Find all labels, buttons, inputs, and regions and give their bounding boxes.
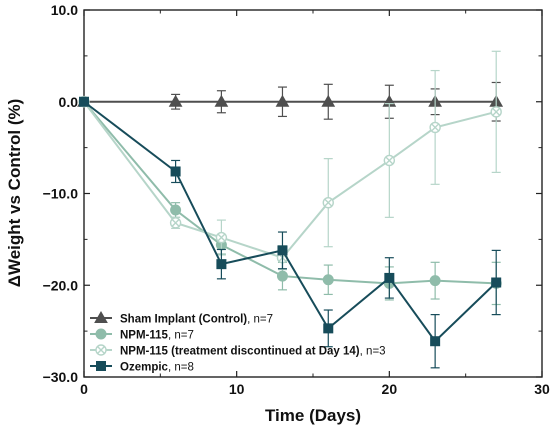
y-tick-label: −10.0 — [43, 186, 79, 202]
data-point — [168, 94, 183, 107]
series-2 — [78, 50, 502, 271]
series-line — [83, 101, 497, 259]
data-point — [170, 166, 181, 177]
x-tick-label: 30 — [534, 381, 550, 397]
series-0 — [77, 81, 504, 122]
marker-cross — [324, 198, 333, 207]
data-point — [490, 106, 502, 118]
data-point — [169, 217, 182, 229]
y-tick-label: −30.0 — [43, 369, 79, 385]
y-tick-label: −20.0 — [43, 277, 79, 293]
data-point — [215, 231, 228, 244]
legend-n-label: , n=7 — [168, 330, 194, 342]
data-point — [323, 323, 334, 334]
data-point — [322, 196, 334, 209]
legend-text: NPM-115 (treatment discontinued at Day 1… — [120, 346, 386, 358]
marker-cross — [385, 156, 394, 165]
series-line — [83, 101, 497, 285]
data-point — [277, 245, 288, 256]
data-point — [216, 259, 227, 270]
legend-n-label: , n=8 — [168, 362, 194, 374]
axis-ticks: 0 10 20 30 10.0 0.0 −10.0 −20.0 −30.0 — [43, 2, 550, 397]
data-point — [429, 121, 441, 134]
legend-item: NPM-115, n=7 — [90, 328, 194, 342]
legend-series-name: NPM-115 (treatment discontinued at Day 1… — [120, 346, 360, 358]
marker-cross — [431, 123, 440, 132]
series-layer — [77, 50, 504, 369]
legend-series-name: Sham Implant (Control) — [120, 314, 247, 326]
legend-marker — [95, 344, 107, 356]
y-axis-label: ΔWeight vs Control (%) — [5, 99, 24, 288]
data-point — [275, 94, 290, 107]
data-point — [276, 270, 288, 282]
x-tick-label: 0 — [80, 381, 88, 397]
legend-text: Sham Implant (Control), n=7 — [120, 314, 273, 326]
data-point — [322, 274, 334, 286]
data-point — [491, 277, 502, 288]
series-3 — [79, 96, 502, 369]
legend-item: Sham Implant (Control), n=7 — [90, 310, 273, 326]
legend-marker — [96, 361, 106, 371]
data-point — [214, 94, 229, 107]
data-point — [170, 204, 182, 216]
data-point — [430, 336, 441, 347]
marker-cross — [217, 233, 226, 242]
legend-n-label: , n=7 — [247, 314, 273, 326]
legend-marker — [95, 328, 107, 340]
data-point — [384, 272, 395, 283]
legend-item: Ozempic, n=8 — [90, 361, 194, 374]
y-tick-label: 0.0 — [59, 94, 79, 110]
legend-text: NPM-115, n=7 — [120, 330, 194, 342]
data-point — [79, 96, 89, 107]
x-tick-label: 10 — [229, 381, 245, 397]
data-point — [321, 94, 336, 107]
x-axis-label: Time (Days) — [265, 406, 361, 425]
legend-item: NPM-115 (treatment discontinued at Day 1… — [90, 344, 386, 358]
x-tick-label: 20 — [382, 381, 398, 397]
data-point — [383, 154, 396, 167]
marker-cross — [492, 107, 501, 116]
legend-series-name: NPM-115 — [120, 330, 169, 342]
legend-text: Ozempic, n=8 — [120, 362, 194, 374]
legend-series-name: Ozempic — [120, 362, 169, 374]
legend-marker — [94, 310, 108, 323]
marker-cross — [171, 218, 180, 227]
series-line — [83, 100, 497, 343]
y-tick-label: 10.0 — [51, 2, 78, 18]
legend-n-label: , n=3 — [360, 346, 386, 358]
marker-cross — [97, 346, 105, 354]
data-point — [429, 275, 441, 287]
